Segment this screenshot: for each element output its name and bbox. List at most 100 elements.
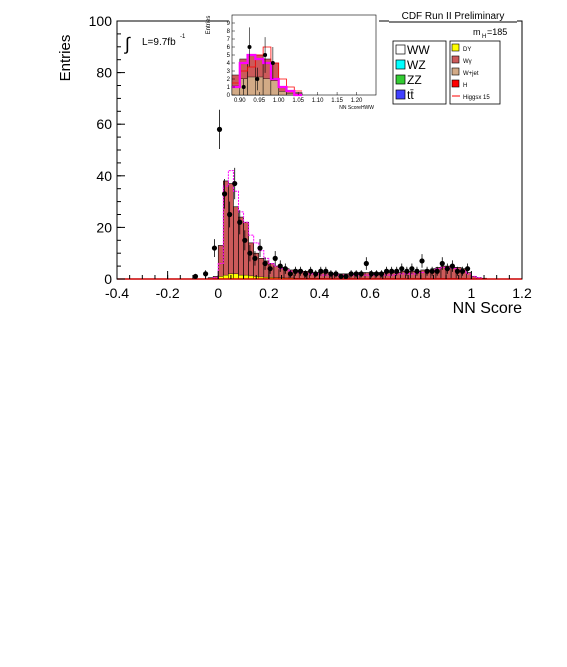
inset-y-tick-label: 4 [227,61,231,67]
title-box [389,8,517,22]
x-tick-label: 0.4 [310,285,330,301]
data-point [439,260,445,267]
y-tick-label: 80 [96,65,112,81]
data-point [302,271,309,277]
inset-y-tick-label: 6 [227,45,231,51]
inset-x-tick-label: 0.95 [253,98,265,104]
stack-bar [238,216,244,280]
inset-data-point [270,61,275,65]
data-point [292,268,299,274]
higgs-mass-symbol: m [473,27,481,37]
data-point [297,268,304,274]
data-point [363,260,369,267]
inset-y-tick-label: 8 [227,29,231,35]
data-point [282,266,288,272]
inset-x-tick-label: 0.90 [234,98,246,104]
luminosity-exponent: -1 [180,34,186,40]
inset-wjet-bar [247,76,256,96]
x-tick-label: 0.2 [259,285,279,301]
data-point [252,255,258,261]
inset-wjet-bar [278,91,287,96]
x-tick-label: 1.2 [512,285,532,301]
inset-y-tick-label: 2 [227,77,231,83]
data-point [267,266,273,272]
legend-label: WZ [407,58,426,72]
y-tick-label: 100 [89,13,113,29]
x-tick-label: 1 [467,285,475,301]
legend-swatch [451,79,460,88]
data-point [383,268,390,274]
inset-x-tick-label: 1.05 [292,98,304,104]
data-point [353,271,359,277]
data-point [202,271,209,277]
data-point [343,273,349,280]
legend-swatch [395,89,406,100]
x-tick-label: 0.6 [360,285,380,301]
inset-data-point [263,53,268,57]
legend-label: Wγ [463,59,472,65]
data-point [333,271,339,277]
data-point [429,268,435,274]
inset-wjet-bar [262,78,272,96]
inset-wjet-bar [270,80,279,96]
data-point [419,258,425,264]
data-point [389,268,395,274]
data-point [459,268,466,274]
y-tick-label: 60 [96,116,112,132]
data-point [444,266,450,272]
legend-label: H [463,83,467,89]
data-point [272,255,278,261]
inset-y-tick-label: 0 [227,93,231,99]
data-point [434,268,440,274]
data-point [399,266,405,272]
inset-higgs-outline [232,46,303,92]
inset-y-tick-label: 7 [227,37,231,43]
stack-bar [228,183,234,280]
legend-label: ZZ [407,73,422,87]
inset-data-point [241,85,246,89]
inset-x-tick-label: 1.20 [351,98,363,104]
inset-higgs-x15-line [232,53,303,97]
data-point [262,260,268,267]
x-tick-label: 0.8 [411,285,431,301]
legend-label: DY [463,47,471,53]
data-point [464,266,471,272]
data-point [394,268,400,274]
integral-symbol: ∫ [123,34,131,54]
data-point [308,268,314,274]
legend-swatch [395,74,406,85]
data-point [338,273,344,280]
higgs-mass-value: =185 [487,27,507,37]
data-point [358,271,364,277]
inset-x-tick-label: 1.10 [312,98,324,104]
legend-label: WW [407,43,430,57]
data-point [287,271,293,277]
data-point [237,219,243,225]
data-point [378,271,385,277]
data-point [313,271,319,277]
luminosity-label: L=9.7fb [142,37,176,48]
data-point [318,268,324,274]
data-point [404,268,410,274]
data-point [348,271,354,277]
data-point [373,271,380,277]
x-axis-label: NN Score [453,300,522,317]
stack-bar [217,245,224,280]
inset-y-tick-label: 3 [227,69,231,75]
data-point [449,263,455,269]
inset-y-tick-label: 9 [227,21,231,27]
stack-bar [243,221,249,280]
inset-data-point [247,45,252,49]
data-point [414,268,420,274]
inset-data-point [255,77,260,81]
x-tick-label: -0.2 [156,285,180,301]
data-point [257,245,263,251]
inset-x-tick-label: 1.15 [331,98,343,104]
x-tick-label: 0 [214,285,222,301]
stack-bar [248,242,254,280]
inset-wjet-bar [286,92,295,96]
data-point [277,263,283,269]
stack-bar [258,258,265,280]
data-point [216,126,223,132]
